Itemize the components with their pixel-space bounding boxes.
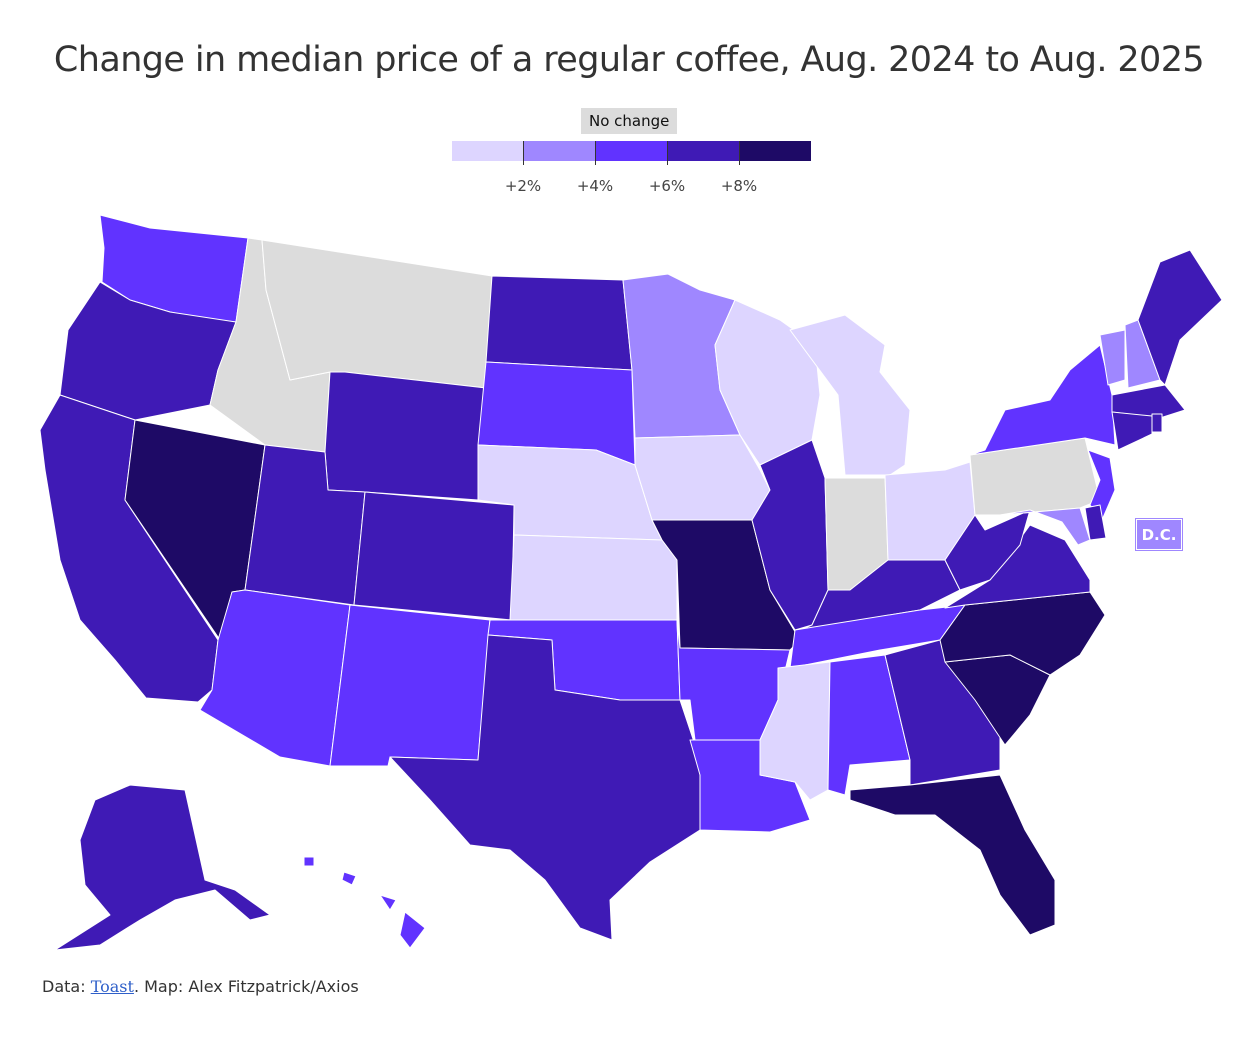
legend-bin-1 bbox=[452, 141, 523, 161]
state-AK[interactable] bbox=[54, 784, 271, 951]
color-legend: No change +2% +4% +6% +8% bbox=[452, 108, 812, 198]
legend-tick-label: +2% bbox=[504, 177, 542, 195]
state-WV[interactable] bbox=[944, 509, 1031, 591]
state-CO[interactable] bbox=[353, 491, 515, 621]
state-RI[interactable] bbox=[1151, 413, 1163, 433]
state-KS[interactable] bbox=[509, 534, 678, 621]
us-states-map bbox=[39, 214, 1223, 951]
state-MD[interactable] bbox=[999, 507, 1091, 546]
legend-tick-label: +8% bbox=[720, 177, 758, 195]
legend-bin-4 bbox=[668, 141, 739, 161]
state-MA[interactable] bbox=[1111, 384, 1186, 419]
state-ME[interactable] bbox=[1137, 249, 1223, 386]
state-IL[interactable] bbox=[751, 439, 829, 631]
state-FL[interactable] bbox=[849, 774, 1056, 936]
source-suffix: . Map: Alex Fitzpatrick/Axios bbox=[133, 977, 359, 996]
legend-tick-mark bbox=[667, 141, 668, 165]
state-WY[interactable] bbox=[324, 371, 487, 501]
state-VT[interactable] bbox=[1099, 329, 1126, 386]
state-MI[interactable] bbox=[789, 314, 911, 476]
state-NY[interactable] bbox=[969, 344, 1116, 456]
source-credit: Data: Toast. Map: Alex Fitzpatrick/Axios bbox=[42, 977, 359, 996]
source-prefix: Data: bbox=[42, 977, 91, 996]
legend-tick-mark bbox=[739, 141, 740, 165]
state-ND[interactable] bbox=[485, 275, 633, 371]
legend-tick-mark bbox=[595, 141, 596, 165]
legend-bin-3 bbox=[596, 141, 667, 161]
source-link[interactable]: Toast bbox=[90, 977, 134, 996]
state-CT[interactable] bbox=[1111, 411, 1153, 451]
dc-indicator: D.C. bbox=[1136, 519, 1182, 550]
legend-bin-2 bbox=[524, 141, 595, 161]
state-DE[interactable] bbox=[1084, 504, 1107, 541]
state-TX[interactable] bbox=[389, 634, 701, 941]
legend-tick-label: +4% bbox=[576, 177, 614, 195]
legend-bin-5 bbox=[740, 141, 811, 161]
state-NM[interactable] bbox=[329, 604, 491, 767]
state-HI[interactable] bbox=[303, 856, 426, 949]
legend-tick-label: +6% bbox=[648, 177, 686, 195]
state-MT[interactable] bbox=[261, 239, 493, 389]
legend-tick-mark bbox=[523, 141, 524, 165]
legend-no-change-label: No change bbox=[581, 108, 678, 134]
chart-title: Change in median price of a regular coff… bbox=[53, 40, 1205, 80]
